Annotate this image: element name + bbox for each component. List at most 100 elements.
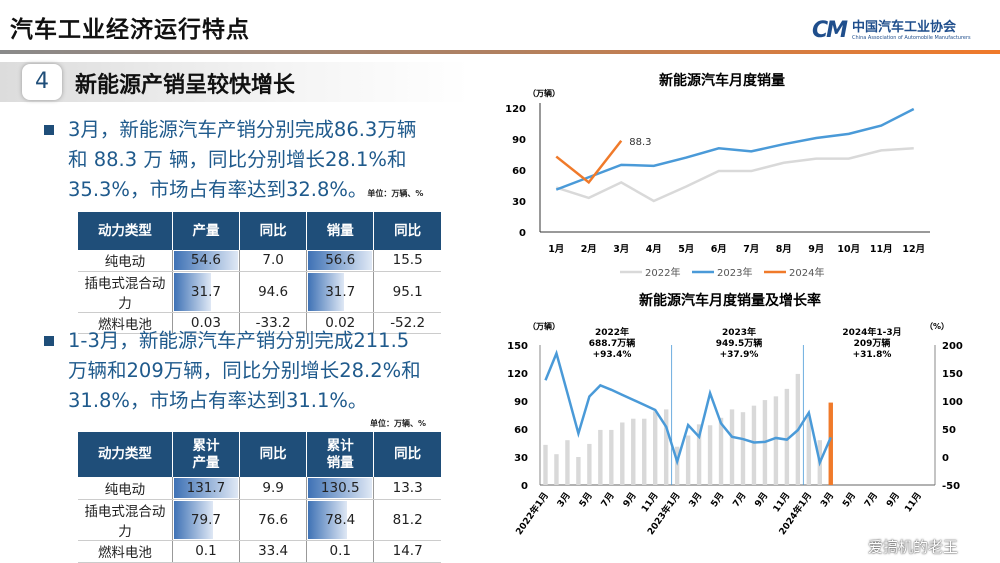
bar	[587, 443, 592, 485]
y-tick-label-right: 0	[942, 453, 949, 464]
y-tick-label-left: 0	[521, 481, 528, 492]
bar	[642, 418, 647, 485]
table-cell: 9.9	[262, 479, 284, 496]
data-bar	[308, 272, 345, 311]
year-summary-label: 949.5万辆	[716, 337, 762, 349]
table-cell: 131.7	[186, 479, 226, 496]
table-cell: -52.2	[390, 314, 426, 331]
legend-label: 2022年	[645, 266, 680, 279]
table-cell: 56.6	[325, 252, 356, 269]
x-tick-label: 3月	[613, 244, 629, 255]
bar	[784, 388, 790, 485]
table-cell: 15.5	[392, 252, 423, 269]
x-tick-label: 1月	[548, 244, 564, 255]
caam-logo: CM 中国汽车工业协会 China Association of Automobi…	[812, 18, 971, 43]
slide-title: 汽车工业经济运行特点	[10, 17, 250, 43]
bar	[806, 416, 812, 485]
table-cell: 14.7	[392, 543, 423, 559]
year-summary-label: +93.4%	[593, 350, 632, 360]
year-summary-label: +31.8%	[853, 350, 892, 360]
x-tick-label: 5月	[577, 490, 595, 509]
year-summary-label: 209万辆	[854, 337, 891, 349]
x-tick-label: 7月	[862, 490, 880, 509]
bar	[598, 429, 603, 485]
column-header: 累计产量	[171, 432, 240, 477]
year-summary-label: 2022年	[595, 326, 629, 338]
table-row: 纯电动 131.7 9.9 130.5 13.3	[78, 477, 441, 500]
x-tick-label: 4月	[646, 244, 662, 255]
table-cell: 54.6	[190, 252, 221, 269]
x-tick-label: 11月	[771, 490, 792, 514]
x-tick-label: 11月	[639, 490, 660, 514]
table-cell: 76.6	[258, 511, 289, 528]
bullet2-line: 31.8%，市场占有率达到31.1%。	[68, 389, 368, 412]
x-tick-label: 9月	[884, 490, 902, 509]
section-band	[0, 62, 470, 102]
bullet1-line: 35.3%，市场占有率达到32.8%。单位：万辆、%	[68, 178, 424, 201]
table-header-row: 动力类型 产量 同比 销量 同比	[78, 212, 441, 250]
y-axis-label-right: （%）	[925, 321, 949, 331]
bullet1-line: 和 88.3 万 辆，同比分别增长28.1%和	[68, 148, 407, 171]
bar	[696, 424, 702, 485]
y-axis-label-left: （万辆）	[528, 321, 560, 331]
table-cell: 130.5	[320, 479, 360, 496]
unit-label: 单位：万辆、%	[370, 419, 427, 428]
table-row: 纯电动 54.6 7.0 56.6 15.5	[78, 250, 441, 272]
y-tick-label-left: 60	[514, 425, 528, 436]
column-header: 动力类型	[78, 212, 173, 250]
data-bar	[173, 500, 213, 539]
year-summary-label: 2023年	[722, 326, 756, 338]
x-tick-label: 7月	[731, 490, 749, 509]
bar	[631, 418, 636, 485]
x-tick-label: 5月	[840, 490, 858, 509]
y-tick-label-left: 150	[507, 341, 528, 352]
unit-label: 单位：万辆、%	[367, 189, 424, 198]
table-header-row: 动力类型 累计产量 同比 累计销量 同比	[78, 432, 441, 477]
x-tick-label: 2022年1月	[513, 490, 551, 537]
x-tick-label: 9月	[753, 490, 771, 509]
series-line-2022年	[555, 147, 914, 203]
x-tick-label: 9月	[808, 244, 824, 255]
table-cell: 31.7	[325, 283, 356, 300]
logo-cn: 中国汽车工业协会	[852, 19, 957, 35]
year-summary-label: +37.9%	[720, 350, 759, 360]
x-tick-label: 5月	[678, 244, 694, 255]
year-summary-label: 2024年1-3月	[842, 326, 901, 338]
table-cell: 95.1	[392, 283, 423, 300]
table-cell: 插电式混合动力	[84, 275, 166, 312]
bullet2-text: 1-3月，新能源汽车产销分别完成211.5 万辆和209万辆，同比分别增长28.…	[68, 326, 421, 416]
column-header: 产量	[171, 212, 240, 250]
table-cell: 13.3	[392, 479, 423, 496]
bar	[576, 457, 581, 485]
table-cell: 纯电动	[104, 481, 146, 498]
y-tick-label-right: -50	[942, 481, 960, 492]
data-bar	[173, 478, 239, 498]
monthly-sales-chart: 新能源汽车月度销量 （万辆） 0 30 60 90 120 1月 2月 3月 4月 5月 6月 7月 8月 9…	[505, 72, 930, 279]
series-line-2023年	[555, 107, 915, 191]
monthly-table: 动力类型 产量 同比 销量 同比 纯电动 54.6 7.0 56.6 15.5 插电式混合动力 31.…	[78, 212, 441, 334]
logo-en: China Association of Automobile Manufact…	[852, 34, 971, 41]
x-tick-label: 9月	[621, 490, 639, 509]
column-header: 同比	[239, 212, 307, 250]
series-line-2024年	[555, 139, 623, 185]
x-tick-label: 6月	[711, 244, 727, 255]
table-cell: 81.2	[392, 511, 423, 528]
bar	[543, 444, 548, 485]
table-cell: 燃料电池	[97, 316, 152, 333]
y-tick-label-left: 30	[514, 453, 528, 464]
bar	[674, 446, 680, 485]
x-tick-label: 3月	[555, 490, 573, 509]
y-tick-label-left: 120	[507, 369, 528, 380]
column-header: 同比	[373, 212, 441, 250]
bullet1-line: 3月，新能源汽车产销分别完成86.3万辆	[68, 118, 417, 141]
data-bar	[173, 251, 239, 270]
header-divider	[0, 50, 1000, 54]
y-tick-label-right: 200	[942, 341, 963, 352]
x-tick-label: 11月	[903, 490, 924, 514]
column-header: 累计销量	[306, 432, 374, 477]
table-cell: 7.0	[262, 252, 284, 269]
growth-rate-line	[544, 349, 832, 467]
column-header: 动力类型	[78, 432, 173, 477]
data-bar	[308, 251, 373, 270]
table-row: 燃料电池 0.03 -33.2 0.02 -52.2	[78, 312, 441, 334]
